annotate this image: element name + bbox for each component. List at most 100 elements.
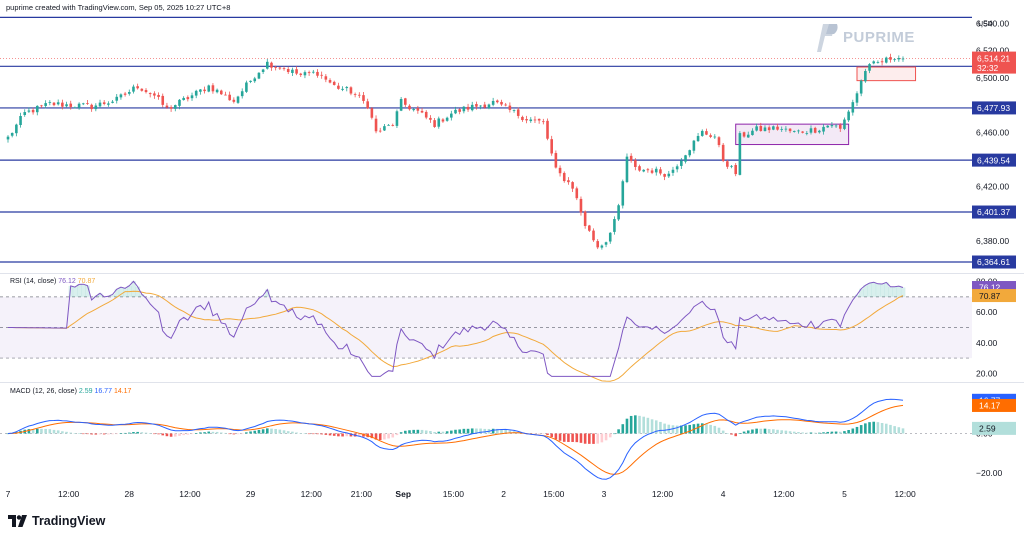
candle bbox=[516, 107, 520, 119]
price-axis-tick: 6,420.00 bbox=[976, 182, 1009, 192]
candle bbox=[207, 84, 211, 93]
candle bbox=[859, 79, 863, 97]
candle-body bbox=[529, 119, 533, 122]
candle-body bbox=[579, 198, 583, 213]
macd-histogram-bar bbox=[462, 428, 466, 434]
macd-histogram-bar bbox=[433, 431, 436, 434]
candle bbox=[282, 66, 286, 71]
candle-body bbox=[663, 174, 666, 177]
candle bbox=[851, 99, 855, 116]
time-axis-label: 5 bbox=[842, 489, 847, 499]
candle-body bbox=[843, 119, 846, 129]
rsi-overbought-fill bbox=[875, 283, 881, 297]
candle-body bbox=[40, 105, 43, 107]
macd-legend-hist: 2.59 bbox=[78, 388, 93, 395]
macd-histogram-bar bbox=[788, 431, 792, 434]
macd-histogram-bar bbox=[261, 429, 265, 434]
candle bbox=[429, 115, 432, 123]
candle bbox=[144, 88, 148, 94]
candle bbox=[550, 135, 553, 156]
candle-body bbox=[634, 160, 637, 167]
price-pane: 6,540.006,520.006,500.006,480.006,460.00… bbox=[0, 16, 1016, 269]
macd-histogram-bar bbox=[332, 433, 336, 436]
candle-body bbox=[332, 81, 336, 85]
candle bbox=[111, 100, 114, 104]
candle-body bbox=[830, 125, 834, 127]
candle-body bbox=[307, 72, 311, 74]
macd-histogram-bar bbox=[445, 431, 449, 434]
macd-histogram-bar bbox=[249, 431, 252, 434]
rsi-overbought-fill bbox=[114, 289, 120, 297]
candle-body bbox=[684, 155, 687, 162]
candle-body bbox=[270, 62, 273, 68]
candle-body bbox=[554, 153, 558, 168]
macd-axis-tick: −20.00 bbox=[976, 468, 1003, 478]
macd-histogram-bar bbox=[182, 433, 185, 436]
candle-body bbox=[433, 120, 436, 127]
macd-histogram-bar bbox=[378, 433, 382, 441]
macd-histogram-bar bbox=[625, 418, 629, 434]
macd-histogram-bar bbox=[328, 433, 332, 436]
candle-body bbox=[52, 102, 56, 106]
macd-histogram-bar bbox=[659, 421, 662, 434]
candle bbox=[479, 105, 482, 110]
candle-body bbox=[399, 99, 403, 111]
candle bbox=[169, 105, 173, 112]
macd-histogram-bar bbox=[709, 424, 712, 434]
candle-body bbox=[190, 95, 194, 99]
candle-body bbox=[462, 106, 466, 112]
macd-histogram-bar bbox=[429, 431, 432, 434]
candle-body bbox=[173, 105, 177, 109]
candle-body bbox=[303, 72, 307, 76]
macd-histogram-bar bbox=[458, 429, 461, 434]
candle bbox=[838, 123, 842, 132]
macd-histogram-bar bbox=[634, 415, 637, 434]
macd-histogram-bar bbox=[730, 433, 733, 435]
candle-body bbox=[358, 94, 361, 96]
candle-body bbox=[746, 134, 750, 138]
candle-body bbox=[153, 93, 156, 96]
rsi-overbought-fill bbox=[123, 288, 128, 297]
candle bbox=[31, 107, 35, 115]
candle-body bbox=[680, 160, 683, 166]
countdown-label: 32:32 bbox=[977, 63, 999, 73]
candle bbox=[487, 103, 491, 110]
macd-histogram-bar bbox=[884, 423, 888, 434]
tradingview-logo-icon bbox=[8, 515, 27, 527]
candle bbox=[864, 68, 867, 83]
candle bbox=[634, 158, 637, 171]
candle-body bbox=[751, 130, 754, 136]
macd-histogram-bar bbox=[897, 427, 901, 434]
candle bbox=[654, 166, 658, 176]
candle bbox=[219, 89, 223, 95]
candle bbox=[127, 89, 131, 96]
macd-histogram-bar bbox=[780, 430, 784, 434]
candle bbox=[575, 186, 579, 201]
macd-histogram-bar bbox=[784, 430, 788, 434]
macd-histogram-bar bbox=[215, 431, 219, 434]
candle-body bbox=[466, 106, 470, 110]
macd-signal-box bbox=[972, 398, 1016, 412]
macd-signal-line bbox=[7, 404, 904, 475]
candle bbox=[583, 210, 587, 229]
candle-body bbox=[19, 116, 22, 126]
candle-body bbox=[111, 101, 114, 103]
puprime-watermark: PUPRIME bbox=[813, 22, 915, 52]
candle-body bbox=[537, 118, 541, 121]
candle-body bbox=[324, 76, 328, 80]
rsi-overbought-fill bbox=[884, 282, 889, 297]
candle-body bbox=[667, 173, 671, 177]
candle bbox=[69, 100, 73, 110]
time-axis-label: 28 bbox=[125, 489, 135, 499]
candle bbox=[504, 102, 507, 107]
candle bbox=[56, 99, 60, 106]
macd-histogram-bar bbox=[508, 430, 512, 434]
candle-body bbox=[90, 104, 93, 110]
rsi-overbought-fill bbox=[900, 287, 906, 297]
candle bbox=[784, 126, 788, 132]
macd-histogram-bar bbox=[767, 429, 771, 434]
rsi-overbought-fill bbox=[888, 286, 893, 297]
candle-body bbox=[650, 170, 654, 173]
macd-signal-label: 14.17 bbox=[979, 401, 1001, 411]
